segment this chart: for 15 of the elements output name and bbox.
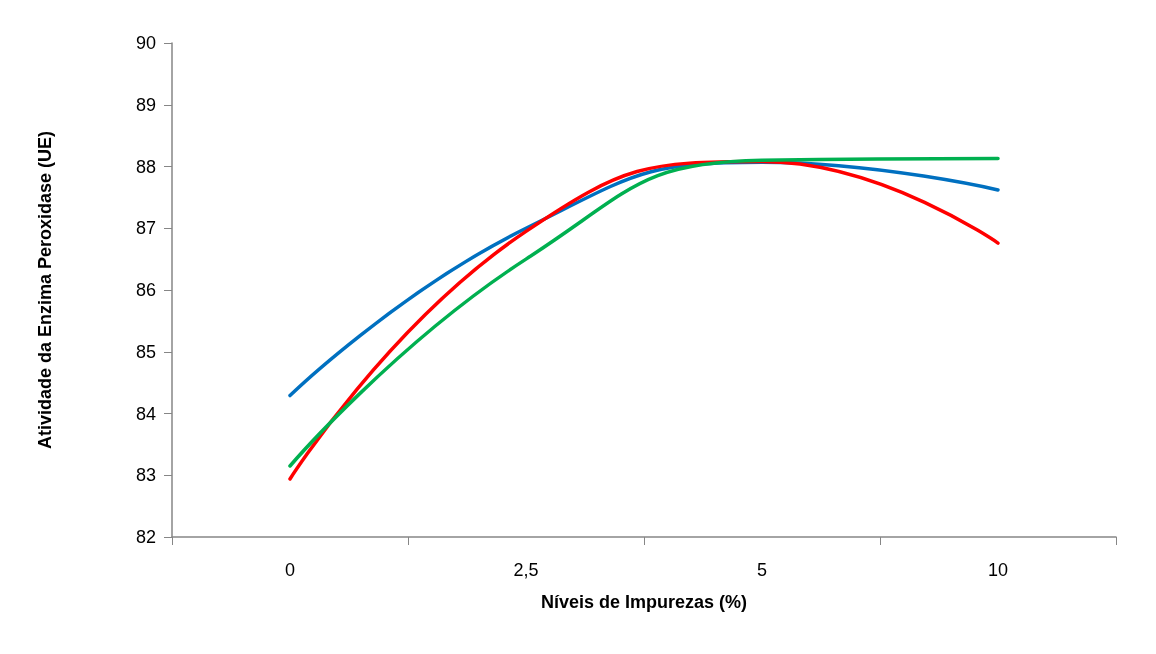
x-axis-title: Níveis de Impurezas (%): [540, 592, 748, 612]
x-tick-label: 2,5: [513, 560, 539, 580]
y-axis-title: Atividade da Enzima Peroxidase (UE): [35, 130, 55, 450]
y-tick-label: 88: [135, 156, 156, 177]
y-tick-label: 82: [135, 527, 156, 547]
y-tick-label: 87: [135, 218, 156, 239]
y-tick-label: 84: [135, 403, 156, 424]
y-tick-label: 83: [135, 465, 156, 486]
x-tick-label: 5: [756, 560, 768, 580]
x-tick-label: 0: [284, 560, 296, 580]
y-tick-label: 85: [135, 341, 156, 362]
x-tick-label: 10: [987, 560, 1009, 580]
y-tick-label: 90: [135, 33, 156, 53]
y-tick-label: 86: [135, 280, 156, 300]
y-tick-label: 89: [135, 94, 156, 115]
